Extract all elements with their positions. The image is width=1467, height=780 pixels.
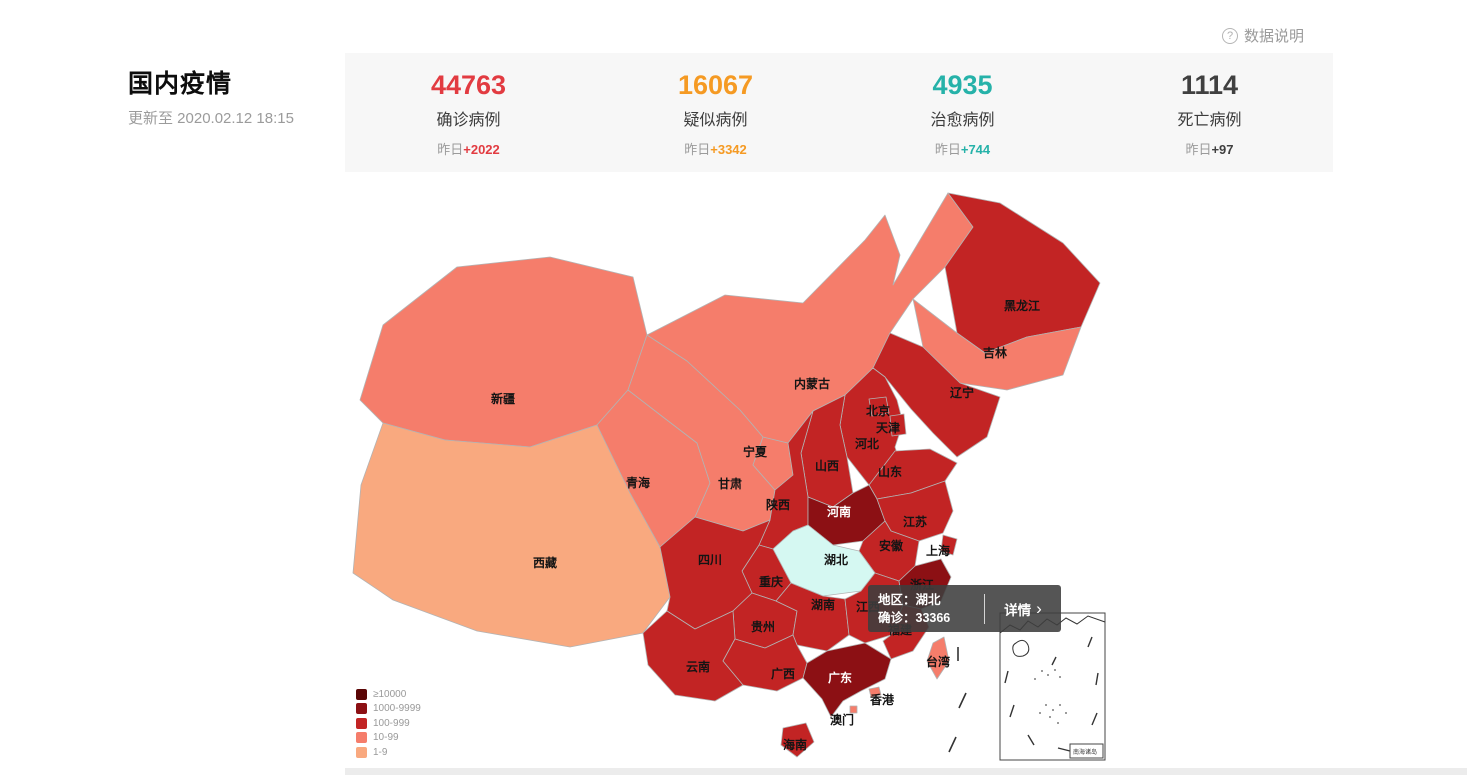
legend-label: 1-9	[373, 746, 388, 758]
section-divider	[345, 768, 1467, 775]
delta-prefix: 昨日	[437, 141, 464, 157]
province-label-澳门: 澳门	[830, 712, 854, 727]
stat-card-cured: 4935 治愈病例 昨日+744	[839, 53, 1086, 172]
legend-swatch	[356, 717, 367, 729]
stat-card-deaths: 1114 死亡病例 昨日+97	[1086, 53, 1333, 172]
legend-swatch	[356, 746, 367, 758]
chevron-right-icon: ›	[1036, 599, 1042, 618]
suspected-delta: 昨日+3342	[684, 139, 747, 158]
delta-prefix: 昨日	[934, 141, 961, 157]
inset-islands	[1034, 669, 1067, 724]
inset-label-box	[1069, 743, 1104, 759]
province-北京[interactable]	[868, 396, 890, 417]
legend-item: 10-99	[356, 731, 421, 746]
legend-label: ≥10000	[373, 688, 407, 700]
confirmed-delta: 昨日+2022	[437, 139, 500, 158]
province-辽宁[interactable]	[872, 332, 1001, 458]
suspected-label: 疑似病例	[683, 111, 748, 129]
inset-border	[999, 612, 1106, 761]
deaths-label: 死亡病例	[1177, 111, 1242, 129]
inset-label: 南海诸岛	[1073, 748, 1097, 756]
map-legend: ≥10000 1000-9999 100-999 10-99 1-9	[356, 687, 421, 760]
legend-swatch	[356, 688, 367, 700]
deaths-count: 1114	[1180, 69, 1239, 100]
province-湖南[interactable]	[775, 582, 850, 652]
legend-item: 100-999	[356, 716, 421, 731]
delta-value: +744	[960, 141, 991, 157]
province-香港[interactable]	[868, 686, 882, 698]
help-icon: ?	[1222, 27, 1238, 44]
inset-dash-line	[1004, 636, 1099, 752]
province-澳门[interactable]	[849, 705, 858, 714]
inset-hainan-outline	[1012, 639, 1030, 657]
tooltip-divider	[984, 593, 985, 624]
delta-prefix: 昨日	[1185, 141, 1212, 157]
confirmed-count: 44763	[430, 69, 507, 100]
map-tooltip: 地区：湖北 确诊：33366 详情 ›	[868, 585, 1061, 632]
legend-label: 10-99	[373, 732, 399, 744]
province-天津[interactable]	[889, 413, 907, 437]
dash-line-segments	[948, 647, 967, 753]
delta-prefix: 昨日	[684, 141, 711, 157]
province-四川[interactable]	[659, 516, 771, 630]
legend-label: 1000-9999	[373, 703, 421, 715]
tooltip-region: 地区：湖北	[878, 592, 941, 607]
china-epidemic-map: 新疆 西藏 青海 甘肃 宁夏 内蒙古 黑龙江 吉林 辽宁 河北 山西 山东 陕西 河南 江苏 安徽 湖北 重庆 四川…	[345, 185, 1115, 775]
updated-timestamp: 更新至 2020.02.12 18:15	[128, 110, 294, 127]
legend-item: ≥10000	[356, 687, 421, 702]
detail-label: 详情	[1004, 602, 1032, 618]
stats-panel: 44763 确诊病例 昨日+2022 16067 疑似病例 昨日+3342 49…	[345, 53, 1333, 172]
province-台湾[interactable]	[926, 636, 950, 680]
legend-label: 100-999	[373, 717, 410, 729]
province-上海[interactable]	[940, 534, 958, 556]
delta-value: +97	[1211, 141, 1234, 157]
legend-item: 1000-9999	[356, 702, 421, 717]
province-广东[interactable]	[802, 642, 892, 718]
data-note-label: 数据说明	[1244, 28, 1305, 45]
page-title: 国内疫情	[128, 70, 233, 98]
stat-card-suspected: 16067 疑似病例 昨日+3342	[592, 53, 839, 172]
tooltip-detail-button[interactable]: 详情 ›	[985, 599, 1061, 619]
tooltip-text: 地区：湖北 确诊：33366	[868, 591, 984, 627]
cured-count: 4935	[932, 69, 993, 100]
south-china-sea-inset: 南海诸岛	[999, 612, 1106, 761]
cured-delta: 昨日+744	[935, 139, 990, 158]
province-海南[interactable]	[780, 722, 815, 758]
delta-value: +2022	[463, 141, 500, 157]
legend-swatch	[356, 703, 367, 715]
suspected-count: 16067	[677, 69, 754, 100]
stat-card-confirmed: 44763 确诊病例 昨日+2022	[345, 53, 592, 172]
legend-item: 1-9	[356, 745, 421, 760]
cured-label: 治愈病例	[930, 111, 995, 129]
data-note-link[interactable]: ? 数据说明	[1222, 25, 1304, 46]
delta-value: +3342	[710, 141, 747, 157]
confirmed-label: 确诊病例	[436, 111, 501, 129]
legend-swatch	[356, 732, 367, 744]
deaths-delta: 昨日+97	[1185, 139, 1233, 158]
tooltip-confirmed: 确诊：33366	[878, 610, 951, 625]
